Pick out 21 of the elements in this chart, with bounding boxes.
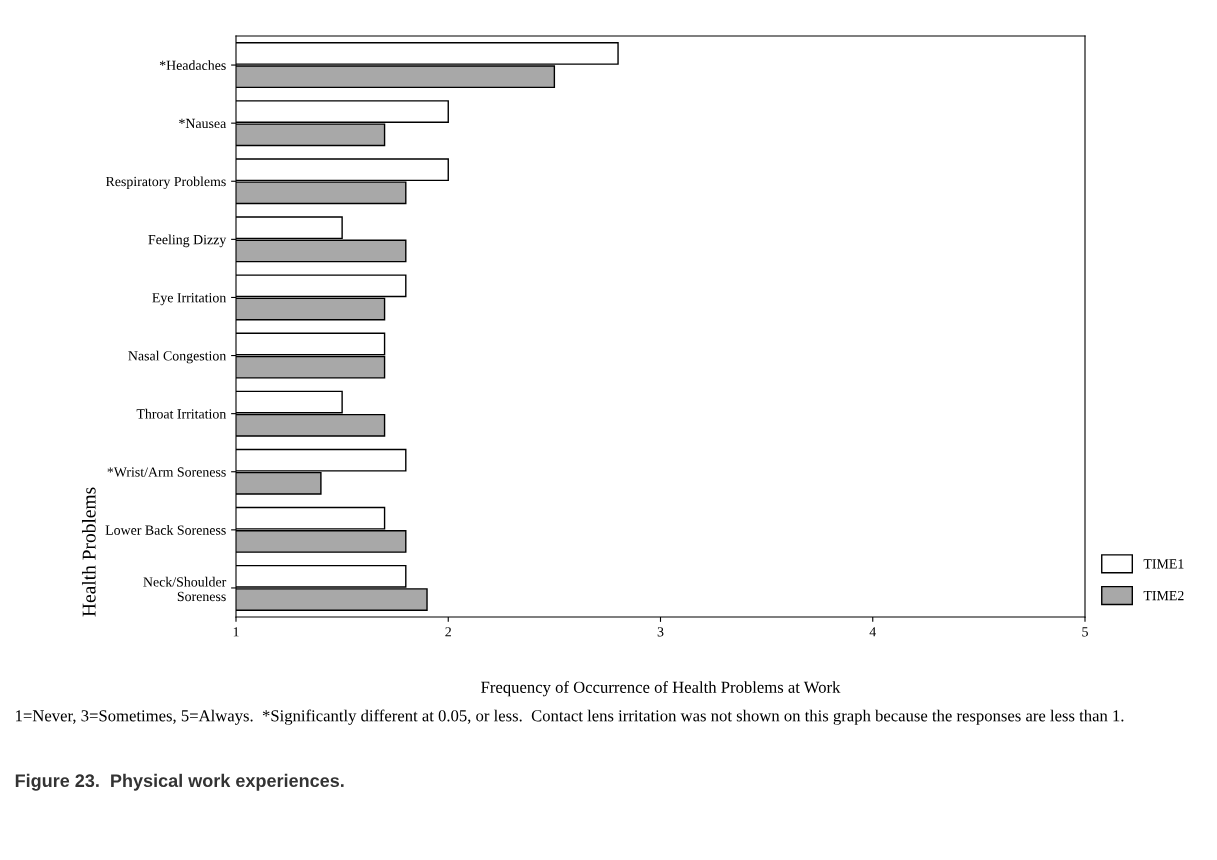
- x-tick-label: 4: [869, 627, 877, 637]
- y-tick-label: Respiratory Problems: [105, 176, 226, 190]
- x-tick-label: 5: [1082, 627, 1088, 637]
- y-tick-label: Eye Irritation: [152, 293, 227, 306]
- y-tick-label: Feeling Dizzy: [148, 234, 227, 248]
- x-tick-label: 3: [657, 627, 664, 637]
- y-tick-label: *Wrist/Arm Soreness: [107, 467, 226, 477]
- y-tick-label: Throat Irritation: [136, 408, 227, 419]
- y-tick-label: Lower Back Soreness: [105, 525, 226, 535]
- text: 1=Never, 3=Sometimes, 5=Always. *Significantly different at 0.05, or less. Contact lens irritation was not shown on this graph because the responses are less than 1.: [16, 709, 1124, 725]
- text: Figure 23. Physical work experiences.: [15, 773, 344, 791]
- y-tick-label: *Headaches: [159, 60, 226, 71]
- x-tick-label: 1: [233, 627, 239, 637]
- y-tick-label: Nasal Congestion: [128, 350, 227, 364]
- y-axis-title: Health Problems: [81, 487, 96, 617]
- x-tick-label: 2: [445, 627, 451, 637]
- y-tick-label: *Nausea: [179, 118, 227, 129]
- x-axis-title: Frequency of Occurrence of Health Problems at Work: [481, 680, 841, 697]
- y-tick-label: Neck/Shoulder Soreness: [143, 576, 227, 602]
- legend-label: TIME2: [1143, 590, 1184, 601]
- legend-label: TIME1: [1143, 559, 1184, 569]
